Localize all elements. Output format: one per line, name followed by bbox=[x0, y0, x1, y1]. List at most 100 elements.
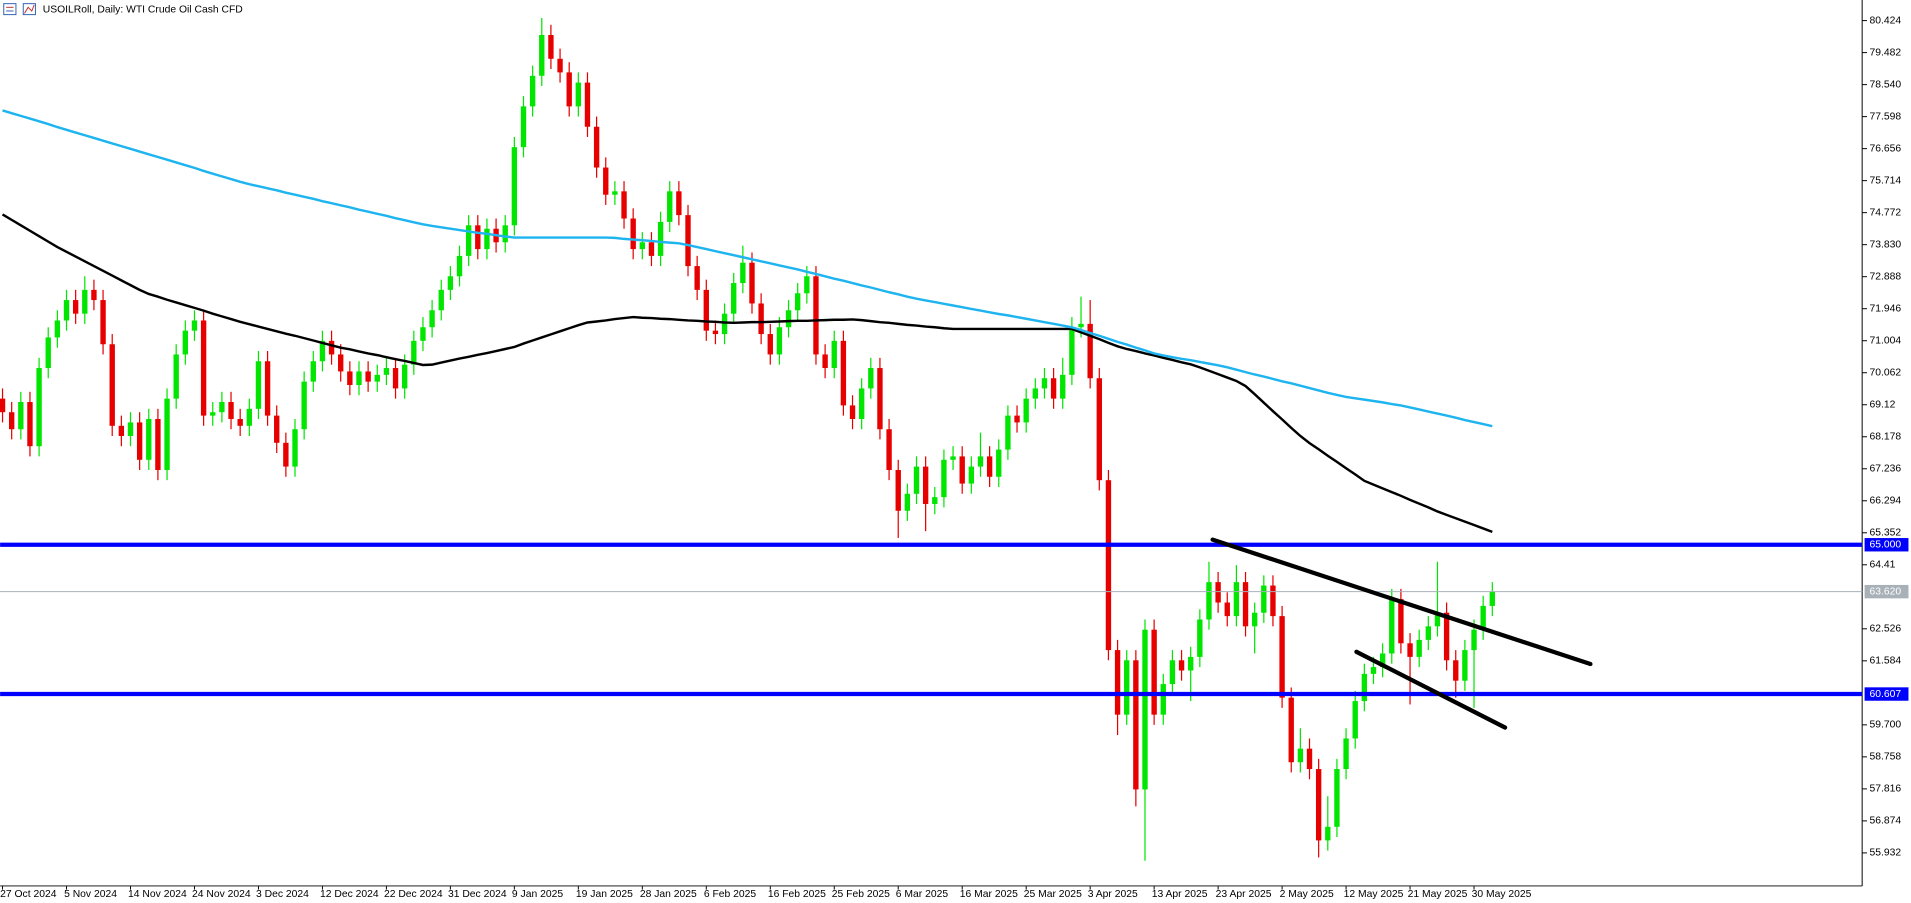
candle-body bbox=[694, 266, 700, 290]
candle-body bbox=[301, 381, 307, 430]
x-tick-label: 12 May 2025 bbox=[1344, 889, 1404, 900]
candle-body bbox=[548, 35, 554, 59]
candle-body bbox=[1169, 660, 1176, 685]
candle-body bbox=[164, 398, 170, 470]
candle-body bbox=[182, 330, 189, 355]
candle-body bbox=[1398, 599, 1404, 644]
candle-body bbox=[1343, 738, 1349, 770]
candle-body bbox=[840, 340, 847, 406]
candle-body bbox=[1133, 660, 1139, 790]
candle-body bbox=[1105, 480, 1112, 651]
candle-body bbox=[0, 398, 6, 413]
candle-body bbox=[338, 354, 344, 372]
candle-body bbox=[63, 300, 70, 321]
moving-average bbox=[1, 213, 1493, 533]
candle-body bbox=[411, 340, 417, 365]
candle-body bbox=[520, 106, 527, 148]
candle-body bbox=[283, 442, 289, 467]
candle-body bbox=[36, 368, 42, 447]
y-tick-label: 57.816 bbox=[1869, 784, 1901, 795]
candle-body bbox=[392, 368, 399, 389]
y-tick-label: 70.062 bbox=[1869, 367, 1901, 378]
candle-body bbox=[18, 402, 24, 430]
candle-body bbox=[319, 340, 326, 362]
candle-body bbox=[667, 191, 673, 222]
candle-body bbox=[612, 191, 618, 195]
candle-body bbox=[1041, 378, 1048, 389]
candle-body bbox=[1270, 585, 1276, 617]
last-price-label: 63.620 bbox=[1869, 586, 1901, 597]
level-box bbox=[1864, 538, 1909, 552]
menu-icon[interactable] bbox=[3, 3, 17, 16]
candle-body bbox=[228, 402, 234, 420]
candle-body bbox=[1379, 653, 1386, 668]
level-box bbox=[1864, 687, 1909, 701]
candle-body bbox=[557, 58, 563, 73]
y-tick-label: 59.700 bbox=[1869, 720, 1901, 731]
candle-body bbox=[721, 313, 728, 335]
candle-body bbox=[968, 466, 975, 484]
candle-body bbox=[740, 262, 746, 284]
candle-body bbox=[1480, 605, 1486, 630]
candle-body bbox=[246, 408, 252, 426]
candle-body bbox=[648, 242, 655, 256]
chart-title: USOILRoll, Daily: WTI Crude Oil Cash CFD bbox=[43, 4, 243, 15]
candle-body bbox=[328, 340, 335, 355]
candle-body bbox=[1078, 323, 1084, 328]
candle-body bbox=[703, 289, 709, 331]
x-tick-label: 3 Dec 2024 bbox=[256, 889, 309, 900]
candle-body bbox=[539, 35, 545, 76]
candle-body bbox=[1315, 769, 1322, 841]
y-tick-label: 56.874 bbox=[1869, 816, 1901, 827]
y-tick-label: 75.714 bbox=[1869, 175, 1901, 186]
candle-body bbox=[767, 334, 773, 355]
candle-body bbox=[639, 242, 645, 250]
candle-body bbox=[438, 289, 444, 311]
y-tick-label: 66.294 bbox=[1869, 496, 1901, 507]
candle-body bbox=[219, 402, 225, 413]
candle-body bbox=[274, 415, 280, 443]
candle-body bbox=[529, 75, 536, 107]
x-tick-label: 25 Mar 2025 bbox=[1024, 889, 1082, 900]
candle-body bbox=[1279, 616, 1285, 698]
moving-average bbox=[2, 109, 1493, 428]
candle-body bbox=[136, 422, 143, 460]
candle-body bbox=[584, 82, 591, 127]
y-tick-label: 77.598 bbox=[1869, 111, 1901, 122]
candle-body bbox=[858, 388, 865, 420]
candle-body bbox=[1224, 602, 1230, 617]
candle-body bbox=[1407, 643, 1413, 657]
y-tick-label: 64.41 bbox=[1869, 560, 1895, 571]
candle-body bbox=[456, 255, 463, 277]
candle-body bbox=[383, 368, 390, 375]
candle-body bbox=[1370, 667, 1377, 674]
y-tick-label: 72.888 bbox=[1869, 271, 1901, 282]
candle-body bbox=[1233, 582, 1240, 617]
y-tick-label: 73.830 bbox=[1869, 239, 1901, 250]
candle-body bbox=[402, 364, 408, 389]
candle-body bbox=[191, 320, 198, 331]
candle-body bbox=[72, 300, 79, 314]
x-tick-label: 31 Dec 2024 bbox=[448, 889, 507, 900]
candle-body bbox=[685, 215, 691, 267]
y-tick-label: 62.526 bbox=[1869, 624, 1901, 635]
candle-body bbox=[603, 167, 609, 195]
candle-body bbox=[356, 371, 362, 386]
y-tick-label: 76.656 bbox=[1869, 143, 1901, 154]
candle-body bbox=[173, 354, 179, 399]
y-tick-label: 71.946 bbox=[1869, 303, 1901, 314]
header-icons bbox=[3, 3, 36, 16]
candle-body bbox=[913, 466, 920, 494]
candle-body bbox=[1087, 323, 1093, 379]
candle-body bbox=[749, 262, 755, 304]
candle-body bbox=[575, 82, 582, 107]
trendline bbox=[1354, 649, 1508, 730]
candle-body bbox=[82, 289, 88, 314]
candle-body bbox=[1443, 612, 1450, 661]
y-tick-label: 69.12 bbox=[1869, 399, 1895, 410]
candle-body bbox=[676, 191, 682, 216]
candle-body bbox=[886, 429, 892, 470]
candle-body bbox=[237, 419, 243, 426]
candle-body bbox=[1188, 656, 1194, 671]
